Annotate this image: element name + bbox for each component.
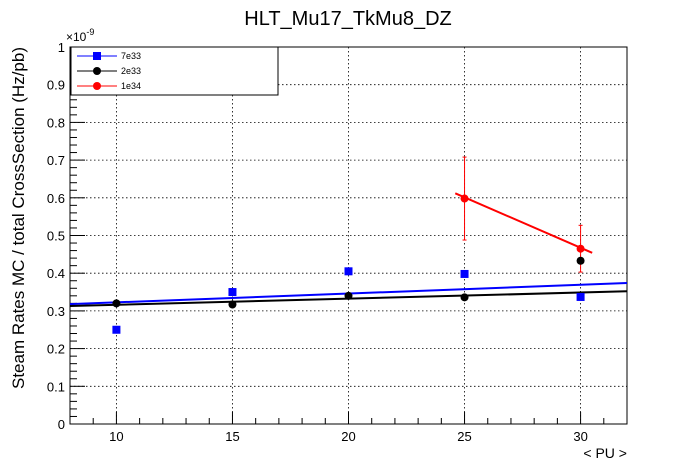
data-point-2e33	[344, 291, 353, 300]
legend-label-7e33: 7e33	[121, 51, 141, 61]
y-exponent-base: ×10	[66, 30, 87, 44]
fit-lines	[69, 192, 628, 307]
x-axis-label: < PU >	[583, 445, 627, 461]
x-tick-label: 25	[457, 429, 471, 444]
y-exponent-power: -9	[86, 27, 94, 37]
y-tick-label: 0.5	[47, 229, 65, 244]
legend: 7e33 2e33 1e34	[70, 46, 279, 96]
data-point-2e33	[460, 293, 469, 302]
y-tick-label: 0	[58, 417, 65, 432]
y-tick-label: 0.6	[47, 191, 65, 206]
error-bars	[462, 156, 583, 273]
legend-marker-7e33	[93, 52, 101, 60]
fit-line-1e34	[454, 192, 593, 254]
data-point-2e33	[576, 256, 585, 265]
y-tick-label: 0.2	[47, 342, 65, 357]
x-tick-label: 20	[341, 429, 355, 444]
legend-label-1e34: 1e34	[121, 81, 141, 91]
grid	[70, 47, 627, 424]
legend-marker-2e33	[93, 67, 101, 75]
x-tick-label: 15	[225, 429, 239, 444]
y-tick-label: 0.9	[47, 78, 65, 93]
data-point-1e34	[576, 244, 585, 253]
axes: 10 15 20 25 30 0 0.1 0.2 0.3 0.4 0.5 0.6 0.7 0.8 0.9 1	[47, 40, 628, 444]
data-point-1e34	[460, 194, 469, 203]
y-axis-label: Steam Rates MC / total CrossSection (Hz/…	[9, 47, 28, 389]
y-tick-label: 0.8	[47, 115, 65, 130]
x-tick-label: 30	[573, 429, 587, 444]
legend-marker-1e34	[93, 82, 101, 90]
y-tick-label: 0.3	[47, 304, 65, 319]
data-point-2e33	[112, 299, 121, 308]
data-point-7e33	[344, 267, 353, 276]
data-point-2e33	[228, 300, 237, 309]
data-point-7e33	[228, 288, 237, 297]
legend-label-2e33: 2e33	[121, 66, 141, 76]
data-points	[112, 194, 585, 334]
chart-title: HLT_Mu17_TkMu8_DZ	[244, 8, 451, 30]
y-tick-label: 1	[58, 40, 65, 55]
data-point-7e33	[576, 292, 585, 301]
data-point-7e33	[112, 325, 121, 334]
y-tick-label: 0.1	[47, 379, 65, 394]
y-exponent: ×10-9	[66, 27, 94, 44]
data-point-7e33	[460, 269, 469, 278]
y-tick-label: 0.4	[47, 266, 65, 281]
y-tick-label: 0.7	[47, 153, 65, 168]
x-tick-label: 10	[109, 429, 123, 444]
